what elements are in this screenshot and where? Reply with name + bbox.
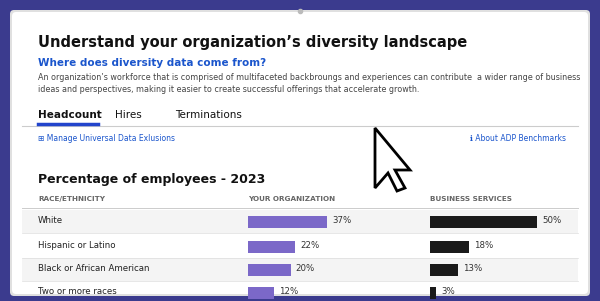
Bar [430,263,458,275]
Text: RACE/ETHNICITY: RACE/ETHNICITY [38,196,105,202]
Text: BUSINESS SERVICES: BUSINESS SERVICES [430,196,512,202]
Bar [22,258,578,281]
Text: 22%: 22% [300,241,319,250]
Text: Percentage of employees - 2023: Percentage of employees - 2023 [38,173,265,186]
Text: ⊞ Manage Universal Data Exlusions: ⊞ Manage Universal Data Exlusions [38,134,175,143]
Bar [248,263,291,275]
Text: Headcount: Headcount [38,110,102,120]
FancyBboxPatch shape [12,12,588,294]
Text: 20%: 20% [296,264,315,273]
Text: White: White [38,216,63,225]
Text: Where does diversity data come from?: Where does diversity data come from? [38,58,266,68]
Text: Understand your organization’s diversity landscape: Understand your organization’s diversity… [38,35,467,50]
Bar [248,287,274,299]
Text: Black or African American: Black or African American [38,264,149,273]
Text: YOUR ORGANIZATION: YOUR ORGANIZATION [248,196,335,202]
Text: Hispanic or Latino: Hispanic or Latino [38,241,115,250]
Bar [248,240,295,253]
Bar [22,210,578,233]
Bar [430,287,436,299]
Bar [248,216,327,228]
Text: An organization’s workforce that is comprised of multifaceted backbroungs and ex: An organization’s workforce that is comp… [38,73,580,95]
Text: 50%: 50% [542,216,561,225]
Text: ℹ About ADP Benchmarks: ℹ About ADP Benchmarks [470,134,566,143]
Text: Hires: Hires [115,110,142,120]
Text: 18%: 18% [473,241,493,250]
Bar [430,216,537,228]
Text: 3%: 3% [442,287,455,296]
Polygon shape [375,128,410,191]
Text: 37%: 37% [332,216,352,225]
Bar [430,240,469,253]
Text: Two or more races: Two or more races [38,287,117,296]
Text: Terminations: Terminations [175,110,242,120]
Text: 13%: 13% [463,264,482,273]
FancyBboxPatch shape [10,10,590,296]
Text: 12%: 12% [278,287,298,296]
